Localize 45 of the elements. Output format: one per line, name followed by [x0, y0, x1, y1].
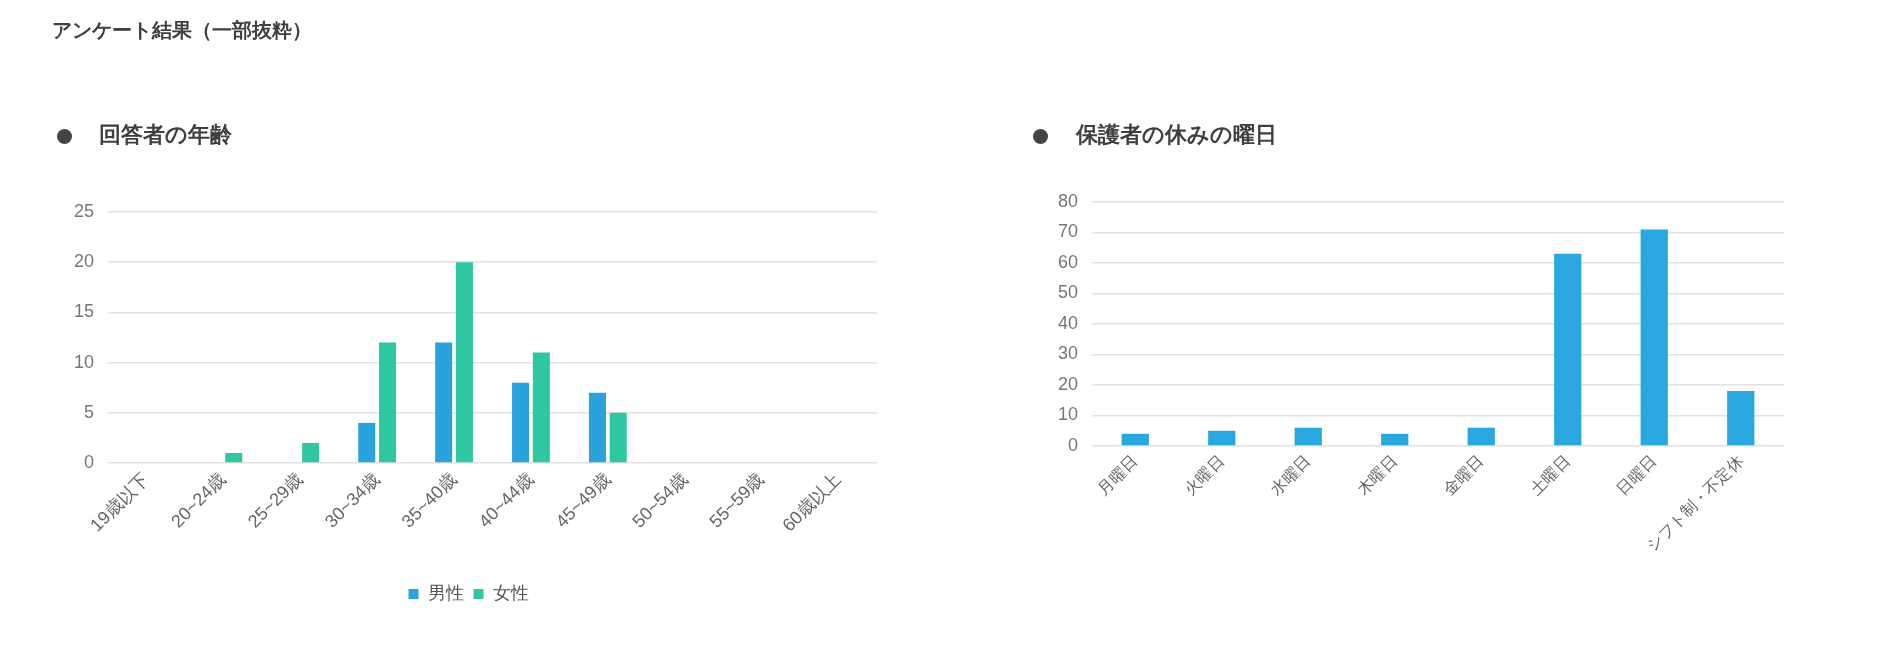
y-tick-label: 40: [1057, 312, 1078, 333]
bar: [379, 342, 397, 463]
bar: [1467, 427, 1495, 446]
x-tick-label: 木曜日: [1354, 452, 1400, 498]
chart-title: 回答者の年齢: [99, 121, 232, 149]
text: アンケート結果（一部抜粋）: [52, 18, 312, 43]
y-tick-label: 50: [1057, 282, 1078, 303]
bar: [225, 452, 243, 463]
x-tick-label: 日曜日: [1613, 452, 1660, 498]
bar: [1121, 433, 1149, 446]
x-tick-label: 60歳以上: [778, 468, 845, 536]
y-tick-label: 20: [1057, 373, 1078, 394]
bar: [435, 342, 453, 463]
bar: [358, 422, 376, 463]
y-tick-label: 60: [1057, 251, 1078, 272]
bar: [1640, 229, 1668, 446]
y-tick-label: 10: [73, 351, 94, 372]
chart-title: 保護者の休みの曜日: [1076, 121, 1277, 149]
bar: [455, 262, 473, 463]
y-tick-label: 0: [1067, 434, 1078, 455]
x-tick-label: 月曜日: [1094, 452, 1141, 498]
y-tick-label: 10: [1057, 404, 1078, 425]
x-tick-label: 火曜日: [1181, 452, 1227, 498]
bar: [512, 382, 530, 463]
y-tick-label: 20: [73, 251, 94, 272]
bar: [1727, 391, 1755, 446]
bar: [1208, 430, 1236, 446]
legend-label: 男性: [427, 582, 464, 603]
bar: [588, 392, 606, 463]
bar: [1554, 253, 1582, 446]
x-tick-label: 土曜日: [1527, 452, 1573, 498]
y-tick-label: 15: [73, 301, 94, 322]
x-tick-label: 金曜日: [1440, 452, 1487, 498]
legend-label: 女性: [492, 582, 529, 603]
bar: [1294, 427, 1322, 446]
bar: [302, 442, 320, 463]
y-tick-label: 5: [83, 401, 94, 422]
y-tick-label: 25: [73, 200, 94, 221]
bar: [609, 412, 627, 463]
y-tick-label: 30: [1057, 343, 1078, 364]
x-tick-label: 水曜日: [1267, 452, 1314, 498]
y-tick-label: 80: [1057, 190, 1078, 211]
bar: [532, 352, 550, 463]
y-tick-label: 70: [1057, 221, 1078, 242]
bar: [1381, 433, 1409, 446]
